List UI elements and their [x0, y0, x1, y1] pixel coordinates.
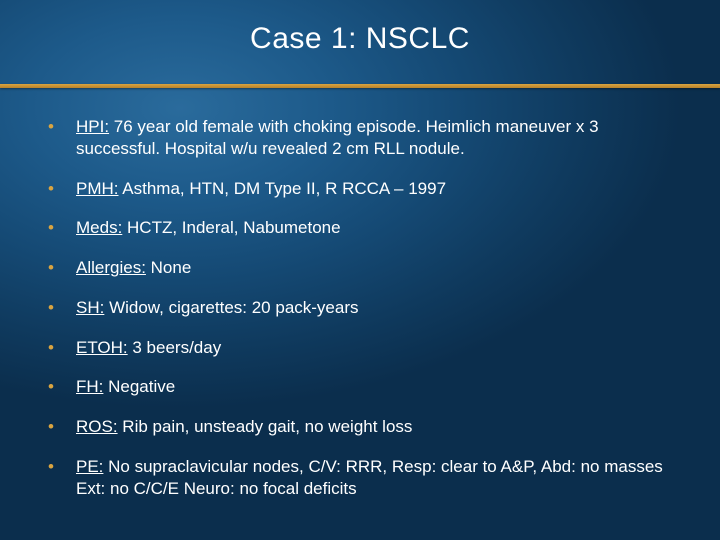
list-item: Allergies: None: [44, 257, 676, 279]
item-label: PE:: [76, 457, 103, 476]
item-text: 3 beers/day: [128, 338, 222, 357]
item-text: Negative: [103, 377, 175, 396]
item-text: Widow, cigarettes: 20 pack-years: [104, 298, 358, 317]
item-label: PMH:: [76, 179, 119, 198]
item-text: 76 year old female with choking episode.…: [76, 117, 599, 158]
title-area: Case 1: NSCLC: [0, 0, 720, 56]
item-text: HCTZ, Inderal, Nabumetone: [122, 218, 340, 237]
item-label: SH:: [76, 298, 104, 317]
list-item: SH: Widow, cigarettes: 20 pack-years: [44, 297, 676, 319]
item-text: No supraclavicular nodes, C/V: RRR, Resp…: [76, 457, 663, 498]
item-label: ETOH:: [76, 338, 128, 357]
bullet-list: HPI: 76 year old female with choking epi…: [44, 116, 676, 499]
list-item: ROS: Rib pain, unsteady gait, no weight …: [44, 416, 676, 438]
item-label: Meds:: [76, 218, 122, 237]
list-item: Meds: HCTZ, Inderal, Nabumetone: [44, 217, 676, 239]
item-label: ROS:: [76, 417, 118, 436]
item-label: Allergies:: [76, 258, 146, 277]
list-item: PMH: Asthma, HTN, DM Type II, R RCCA – 1…: [44, 178, 676, 200]
item-text: Asthma, HTN, DM Type II, R RCCA – 1997: [119, 179, 447, 198]
content-area: HPI: 76 year old female with choking epi…: [0, 88, 720, 499]
list-item: PE: No supraclavicular nodes, C/V: RRR, …: [44, 456, 676, 500]
item-text: None: [146, 258, 191, 277]
item-text: Rib pain, unsteady gait, no weight loss: [118, 417, 413, 436]
item-label: FH:: [76, 377, 103, 396]
item-label: HPI:: [76, 117, 109, 136]
list-item: FH: Negative: [44, 376, 676, 398]
slide-title: Case 1: NSCLC: [0, 22, 720, 56]
list-item: ETOH: 3 beers/day: [44, 337, 676, 359]
list-item: HPI: 76 year old female with choking epi…: [44, 116, 676, 160]
